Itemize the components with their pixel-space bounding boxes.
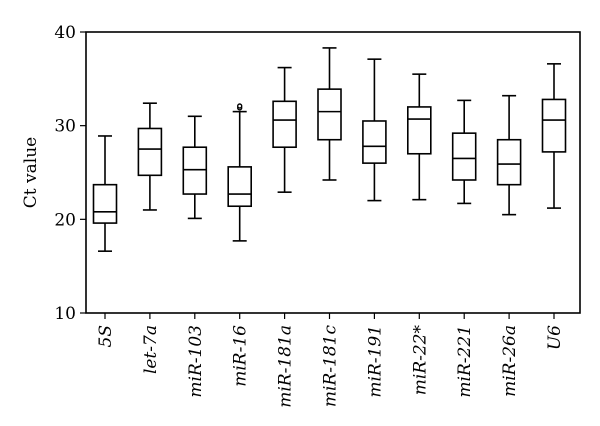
iqr-box: [137, 127, 163, 177]
iqr-box: [541, 98, 567, 153]
iqr-box: [362, 120, 387, 164]
box-mir-26a: [496, 94, 522, 216]
x-axis: 5S let-7a miR-103 miR-16 miR-181a miR-181c miR…: [96, 313, 565, 408]
box-mir-181a: [272, 66, 297, 193]
y-tick-label: 20: [54, 210, 76, 230]
box-mir-103: [182, 115, 208, 220]
iqr-box: [272, 100, 297, 149]
x-category-label: miR-181a: [276, 325, 296, 408]
box-5s: [92, 135, 118, 252]
x-category-label: miR-26a: [500, 325, 520, 397]
x-category-label: miR-181c: [321, 325, 341, 408]
box-mir-16: [227, 103, 252, 242]
x-category-label: let-7a: [141, 325, 161, 374]
box-u6: [541, 63, 567, 209]
iqr-box: [451, 132, 477, 181]
iqr-box: [182, 146, 208, 195]
iqr-box: [406, 106, 432, 155]
iqr-box: [227, 166, 252, 208]
outlier-point: [236, 103, 243, 109]
plot-border: [85, 31, 581, 314]
box-mir-191: [362, 58, 387, 202]
boxes-group: [92, 47, 567, 252]
x-category-label: miR-191: [365, 325, 385, 398]
box-mir-221: [451, 99, 477, 205]
y-tick-label: 10: [54, 304, 76, 324]
x-category-label: 5S: [96, 325, 116, 347]
box-mir-22-: [406, 73, 432, 201]
plot-frame: [85, 31, 581, 314]
iqr-box: [317, 88, 342, 141]
y-tick-label: 40: [54, 23, 76, 43]
y-axis: 10 20 30 40: [54, 23, 86, 324]
box-let-7a: [137, 102, 163, 211]
y-tick-label: 30: [54, 117, 76, 137]
x-category-label: miR-16: [231, 325, 251, 387]
x-category-label: U6: [545, 325, 565, 350]
x-category-label: miR-103: [186, 325, 206, 398]
x-category-label: miR-22*: [410, 325, 430, 396]
x-category-label: miR-221: [455, 325, 475, 398]
iqr-box: [92, 183, 118, 224]
iqr-box: [496, 138, 522, 186]
y-axis-title: Ct value: [21, 137, 41, 208]
box-mir-181c: [317, 47, 342, 181]
